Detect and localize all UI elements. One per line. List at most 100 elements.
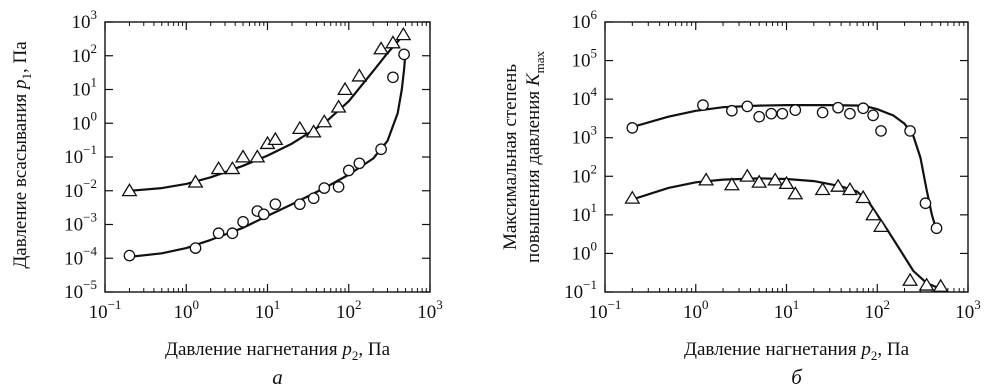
data-point-triangle: [918, 277, 935, 291]
panel-label: б: [791, 365, 803, 389]
x-tick-label: 103: [955, 297, 981, 323]
data-point-triangle: [723, 177, 740, 191]
x-tick-label: 101: [255, 297, 281, 323]
x-tick-label: 102: [336, 297, 362, 323]
x-tick-label: 10−1: [89, 297, 122, 323]
fit-curve-triangle: [631, 177, 942, 290]
data-point-circle: [226, 227, 239, 240]
y-tick-label: 104: [572, 84, 598, 110]
data-point-triangle: [249, 149, 266, 163]
y-tick-label: 10−2: [64, 176, 97, 202]
data-point-circle: [697, 99, 709, 111]
data-point-circle: [332, 181, 345, 193]
y-axis-label: Давление всасывания p1, Па: [10, 41, 34, 269]
data-point-circle: [753, 110, 766, 123]
data-point-triangle: [337, 81, 354, 96]
plot-frame: [604, 21, 969, 293]
data-point-triangle: [855, 189, 872, 204]
data-point-circle: [726, 104, 738, 117]
x-axis-label: Давление нагнетания p2, Па: [684, 339, 910, 363]
data-point-triangle: [932, 278, 949, 292]
data-point-triangle: [224, 160, 241, 175]
fit-curve-circle: [631, 104, 938, 231]
x-tick-label: 101: [774, 297, 800, 323]
y-tick-label: 10−1: [64, 142, 97, 168]
data-point-triangle: [624, 190, 641, 204]
data-point-circle: [776, 107, 789, 120]
data-point-triangle: [351, 68, 368, 82]
data-point-circle: [257, 208, 270, 221]
data-point-circle: [844, 107, 856, 120]
data-point-circle: [930, 222, 943, 235]
data-point-circle: [904, 125, 916, 137]
data-point-circle: [626, 122, 639, 134]
y-tick-label: 102: [572, 161, 598, 187]
x-tick-label: 100: [174, 297, 200, 323]
x-tick-label: 100: [683, 297, 709, 323]
data-point-circle: [387, 71, 399, 84]
data-point-circle: [318, 182, 331, 194]
data-point-triangle: [330, 99, 347, 113]
x-axis-label: Давление нагнетания p2, Па: [165, 339, 391, 363]
y-axis-label-line1: Максимальная степень: [500, 64, 521, 250]
data-point-triangle: [267, 131, 284, 146]
data-point-triangle: [187, 174, 204, 188]
x-tick-label: 102: [865, 297, 891, 323]
y-tick-label: 10−3: [64, 210, 97, 236]
y-tick-label: 106: [572, 7, 598, 33]
data-point-circle: [832, 101, 844, 114]
panel-2: 10−1 100 101 102 103 10−1 100 101 102 103 104 105 10…: [500, 7, 981, 389]
y-tick-label: 102: [72, 41, 98, 67]
y-tick-label: 101: [572, 200, 598, 226]
data-point-circle: [212, 227, 225, 240]
data-point-triangle: [778, 175, 795, 190]
panel-label: а: [272, 365, 283, 389]
data-point-triangle: [767, 172, 784, 186]
data-point-triangle: [305, 124, 322, 138]
y-tick-label: 100: [72, 108, 98, 134]
data-point-triangle: [210, 160, 227, 175]
data-point-circle: [919, 197, 932, 210]
data-point-triangle: [873, 218, 889, 232]
y-axis-label-line2: повышения давления Kmax: [523, 51, 547, 263]
data-point-circle: [375, 143, 387, 156]
data-point-circle: [816, 106, 829, 119]
y-tick-label: 10−4: [64, 243, 97, 269]
y-tick-label: 101: [72, 75, 98, 101]
data-point-triangle: [787, 186, 804, 200]
data-point-circle: [741, 100, 754, 113]
y-tick-label: 100: [572, 238, 598, 264]
data-point-circle: [189, 242, 202, 254]
data-point-triangle: [865, 207, 882, 221]
y-tick-label: 105: [572, 46, 598, 72]
data-point-circle: [123, 249, 136, 262]
data-point-circle: [857, 102, 870, 115]
data-point-circle: [875, 125, 887, 137]
data-point-circle: [307, 192, 320, 205]
data-point-circle: [342, 164, 355, 177]
data-point-circle: [765, 107, 778, 120]
data-point-circle: [867, 109, 879, 122]
data-point-triangle: [841, 181, 858, 196]
y-tick-label: 10−5: [64, 277, 97, 303]
data-point-circle: [237, 215, 249, 228]
data-point-triangle: [814, 181, 831, 196]
data-point-triangle: [739, 168, 756, 182]
data-point-triangle: [316, 114, 333, 128]
data-point-circle: [789, 104, 802, 116]
data-point-triangle: [235, 149, 252, 163]
y-tick-label: 103: [72, 7, 98, 33]
panel-1: 10−1 100 101 102 103 10−5 10−4 10−3 10−2 10−1 100 1…: [10, 7, 443, 389]
data-point-triangle: [830, 178, 847, 192]
data-point-triangle: [698, 172, 715, 186]
data-point-triangle: [751, 174, 768, 188]
data-point-triangle: [373, 41, 390, 55]
data-point-triangle: [291, 120, 308, 135]
data-point-triangle: [121, 182, 138, 197]
y-tick-label: 103: [572, 123, 598, 149]
x-tick-label: 10−1: [589, 297, 622, 323]
data-point-triangle: [384, 35, 401, 49]
data-point-circle: [398, 48, 410, 61]
data-point-triangle: [902, 272, 919, 286]
